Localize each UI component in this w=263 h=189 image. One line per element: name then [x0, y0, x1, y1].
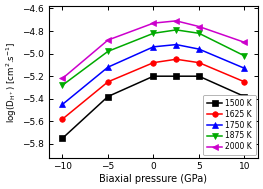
1875 K [198, 32, 201, 34]
1500 K [243, 95, 246, 98]
1625 K [106, 81, 109, 83]
2000 K [152, 22, 155, 24]
1625 K [152, 61, 155, 64]
2000 K [61, 77, 64, 80]
1625 K [61, 118, 64, 120]
1500 K [175, 75, 178, 77]
Line: 1625 K: 1625 K [60, 57, 247, 122]
1500 K [198, 75, 201, 77]
Y-axis label: log(D$_{\mathrm{H^+}}$) [cm$^2$.s$^{-1}$]: log(D$_{\mathrm{H^+}}$) [cm$^2$.s$^{-1}$… [5, 41, 19, 122]
1875 K [243, 55, 246, 57]
1625 K [198, 61, 201, 64]
1875 K [152, 32, 155, 34]
1875 K [106, 50, 109, 53]
Line: 1875 K: 1875 K [60, 27, 247, 88]
X-axis label: Biaxial pressure (GPa): Biaxial pressure (GPa) [99, 174, 208, 184]
Line: 1750 K: 1750 K [60, 42, 247, 107]
1750 K [152, 46, 155, 48]
2000 K [243, 41, 246, 43]
1500 K [106, 95, 109, 98]
1500 K [61, 137, 64, 139]
2000 K [175, 20, 178, 22]
Line: 1500 K: 1500 K [60, 73, 247, 141]
Legend: 1500 K, 1625 K, 1750 K, 1875 K, 2000 K: 1500 K, 1625 K, 1750 K, 1875 K, 2000 K [203, 95, 256, 155]
1875 K [61, 84, 64, 86]
2000 K [198, 25, 201, 28]
1625 K [243, 81, 246, 83]
1500 K [152, 75, 155, 77]
1750 K [198, 48, 201, 50]
1750 K [175, 43, 178, 46]
Line: 2000 K: 2000 K [60, 18, 247, 81]
2000 K [106, 39, 109, 41]
1750 K [61, 103, 64, 106]
1875 K [175, 29, 178, 31]
1625 K [175, 58, 178, 60]
1750 K [243, 67, 246, 69]
1750 K [106, 66, 109, 68]
